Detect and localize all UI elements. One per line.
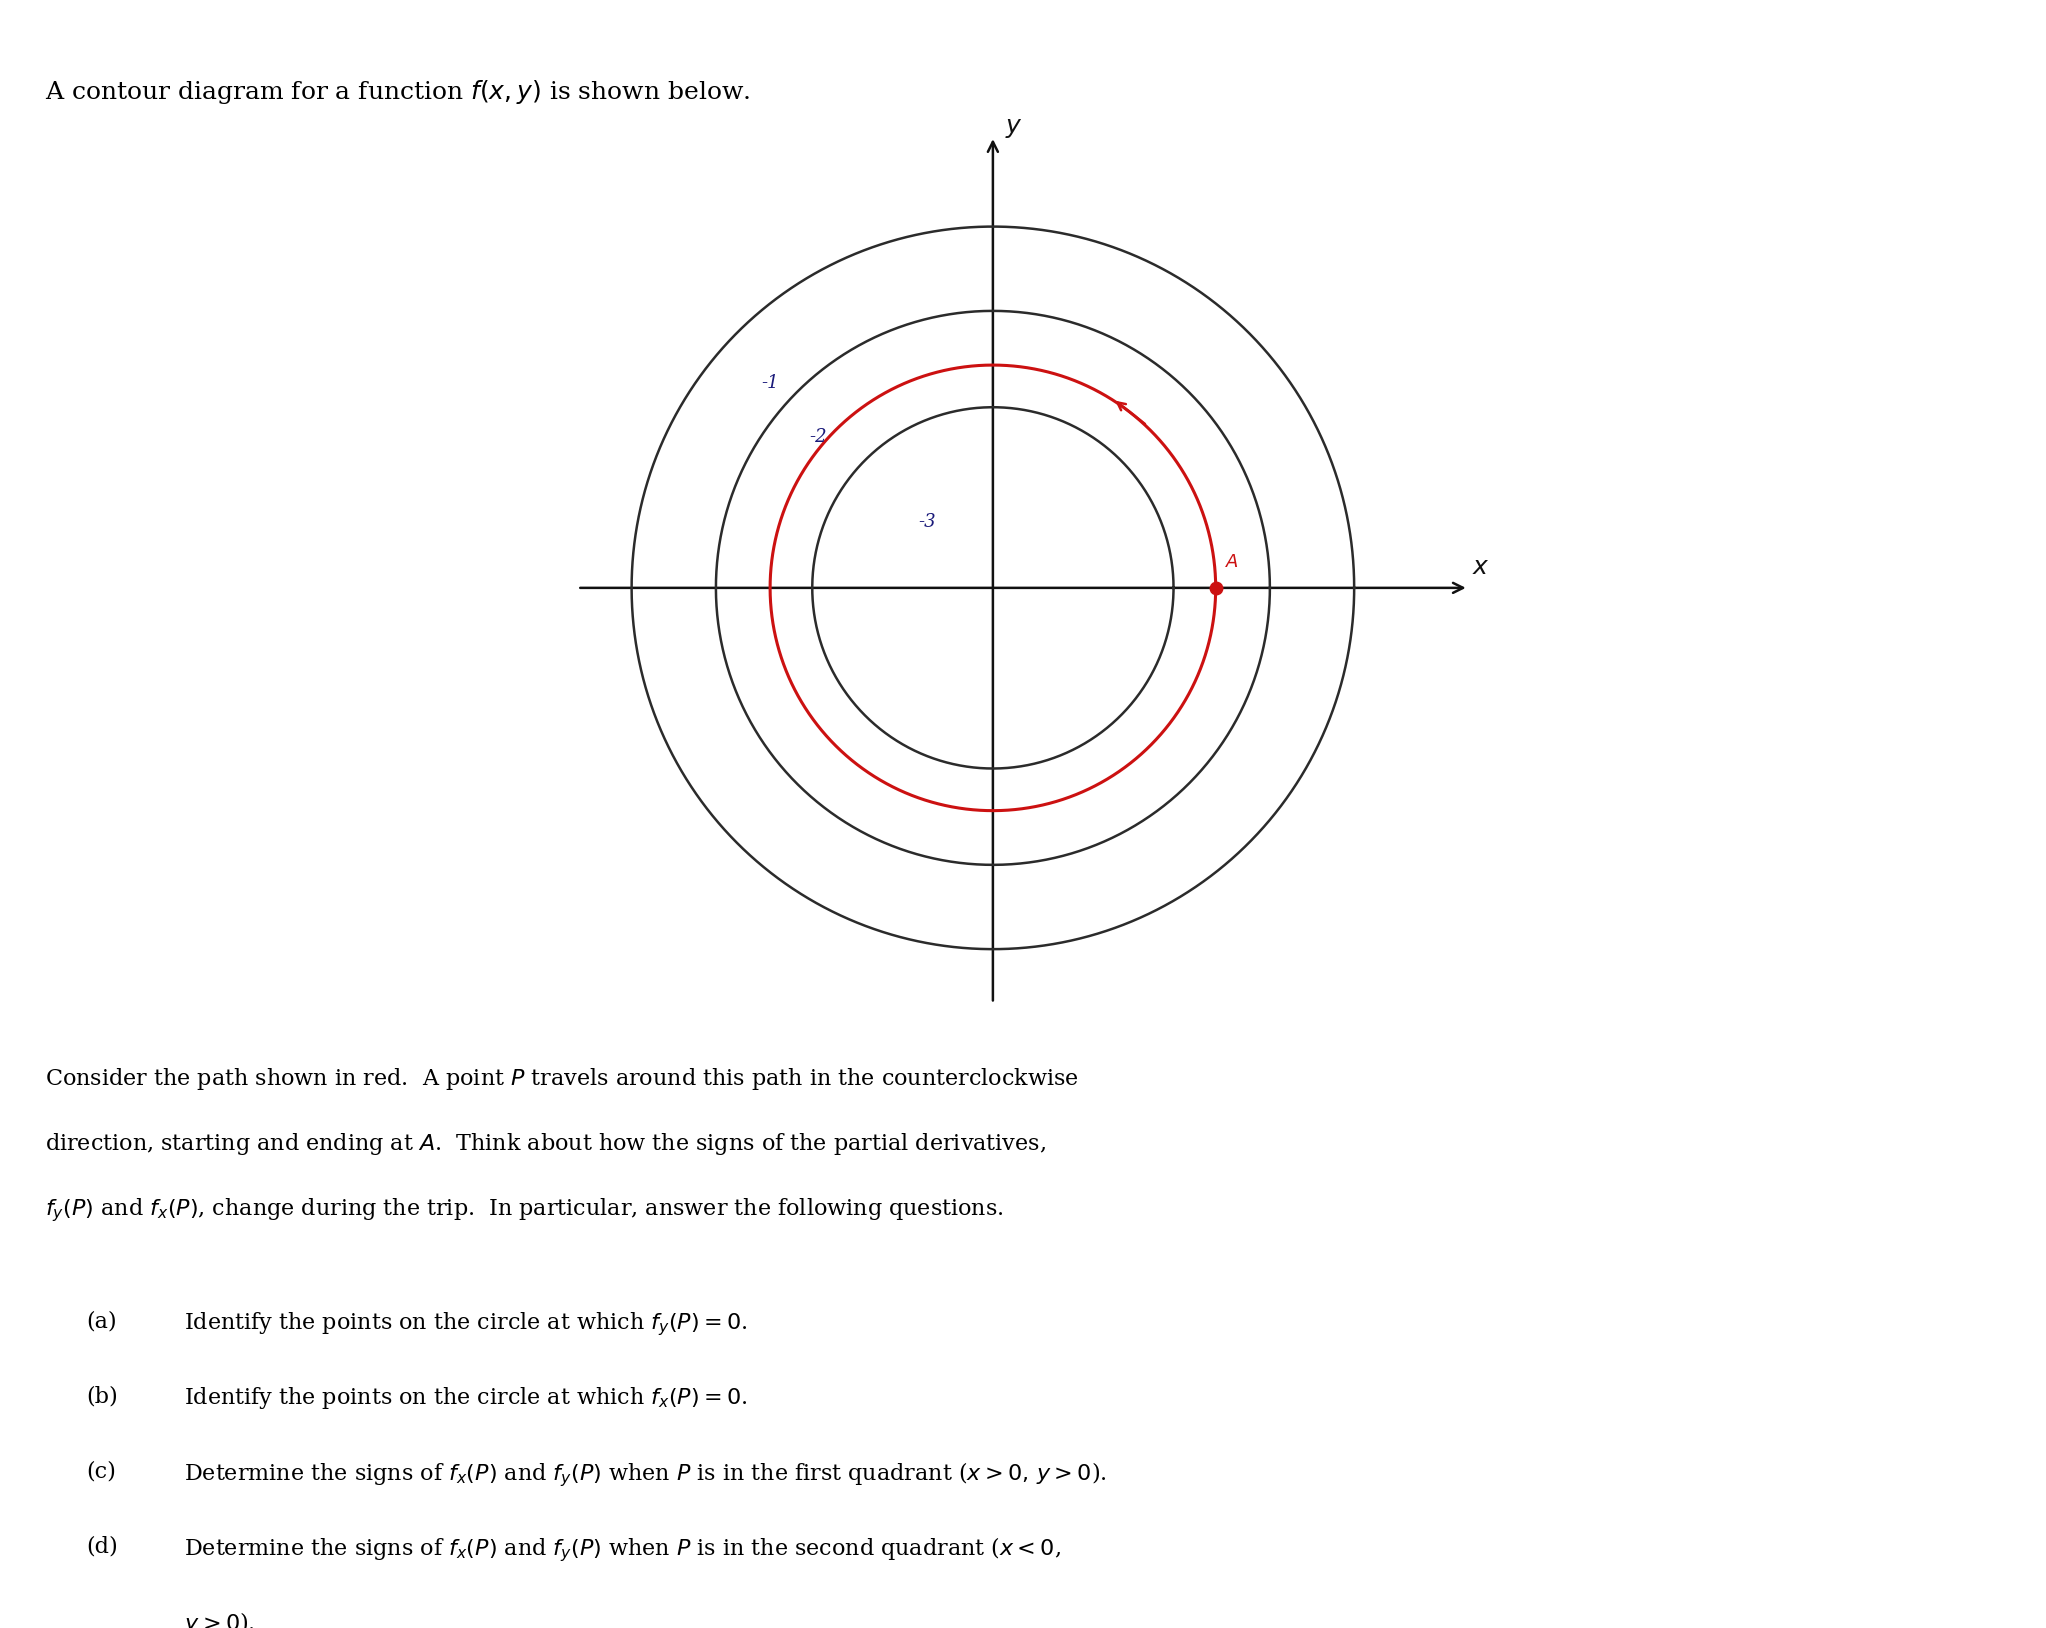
Text: $A$: $A$: [1226, 554, 1240, 571]
Text: -2: -2: [810, 428, 827, 446]
Text: Identify the points on the circle at which $f_x(P) = 0$.: Identify the points on the circle at whi…: [184, 1385, 747, 1411]
Text: $f_y(P)$ and $f_x(P)$, change during the trip.  In particular, answer the follow: $f_y(P)$ and $f_x(P)$, change during the…: [45, 1197, 1005, 1224]
Text: (b): (b): [86, 1385, 119, 1408]
Text: (a): (a): [86, 1311, 117, 1333]
Text: Determine the signs of $f_x(P)$ and $f_y(P)$ when $P$ is in the second quadrant : Determine the signs of $f_x(P)$ and $f_y…: [184, 1535, 1062, 1565]
Text: -1: -1: [761, 374, 780, 392]
Text: Consider the path shown in red.  A point $P$ travels around this path in the cou: Consider the path shown in red. A point …: [45, 1066, 1078, 1092]
Text: (c): (c): [86, 1460, 117, 1483]
Text: $y > 0$).: $y > 0$).: [184, 1610, 256, 1628]
Text: $y$: $y$: [1005, 117, 1023, 140]
Text: (d): (d): [86, 1535, 119, 1558]
Text: -3: -3: [919, 513, 935, 531]
Text: A contour diagram for a function $f(x, y)$ is shown below.: A contour diagram for a function $f(x, y…: [45, 78, 751, 106]
Text: $x$: $x$: [1473, 557, 1489, 580]
Text: Determine the signs of $f_x(P)$ and $f_y(P)$ when $P$ is in the first quadrant (: Determine the signs of $f_x(P)$ and $f_y…: [184, 1460, 1107, 1490]
Text: direction, starting and ending at $A$.  Think about how the signs of the partial: direction, starting and ending at $A$. T…: [45, 1131, 1046, 1158]
Text: Identify the points on the circle at which $f_y(P) = 0$.: Identify the points on the circle at whi…: [184, 1311, 747, 1338]
